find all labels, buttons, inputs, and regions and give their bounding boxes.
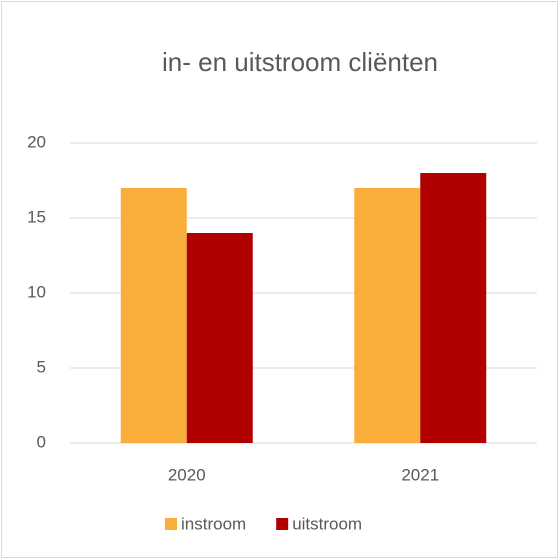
chart-title: in- en uitstroom cliënten (162, 47, 438, 77)
y-tick-label: 20 (27, 132, 46, 151)
x-tick-label: 2020 (168, 465, 206, 484)
legend-swatch (276, 518, 289, 530)
bar (186, 233, 253, 443)
legend-swatch (165, 518, 177, 530)
bar (354, 188, 421, 443)
y-tick-label: 0 (37, 432, 46, 451)
y-tick-label: 5 (37, 357, 46, 376)
bar (420, 173, 487, 443)
y-tick-label: 10 (27, 282, 46, 301)
x-tick-label: 2021 (401, 465, 439, 484)
y-tick-label: 15 (27, 207, 46, 226)
legend-label: instroom (181, 514, 246, 533)
bar (120, 188, 187, 443)
legend-label: uitstroom (292, 514, 362, 533)
